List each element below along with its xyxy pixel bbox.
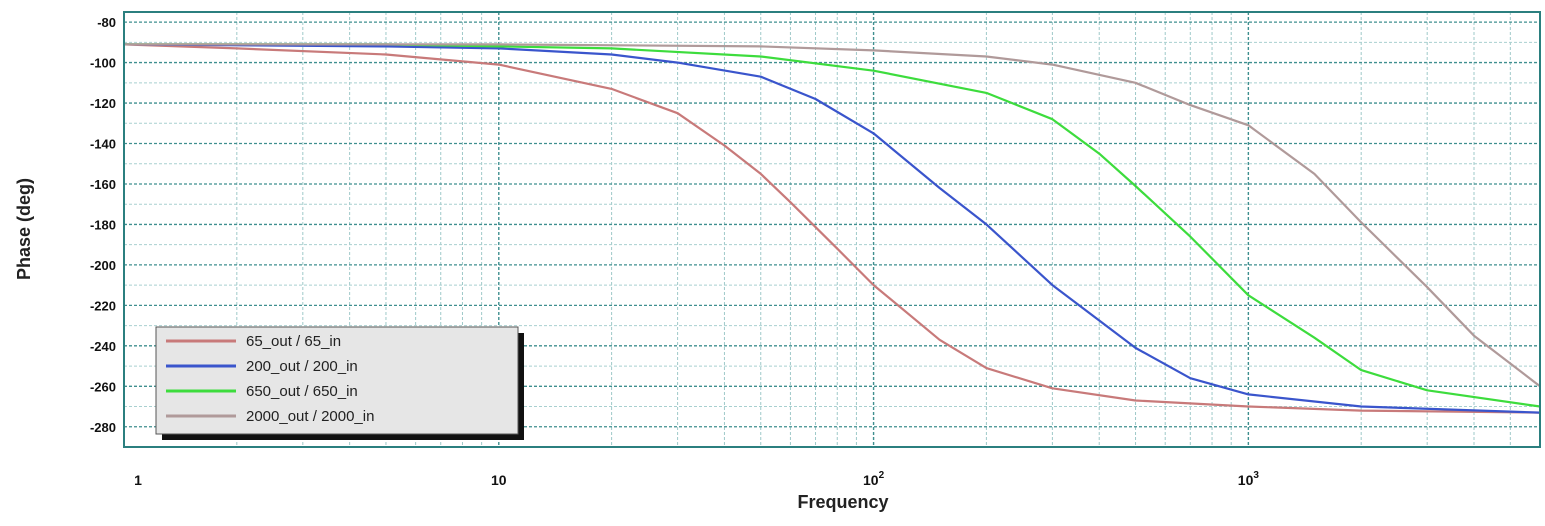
y-axis-title: Phase (deg) — [14, 178, 34, 280]
legend-label: 65_out / 65_in — [246, 333, 341, 350]
y-tick-label: -260 — [90, 379, 116, 394]
x-tick-label: 103 — [1238, 470, 1260, 488]
legend-label: 650_out / 650_in — [246, 383, 358, 400]
y-tick-label: -80 — [97, 15, 116, 30]
y-tick-label: -280 — [90, 420, 116, 435]
y-tick-labels: -80 -100 -120 -140 -160 -180 -200 -220 -240 -260 -… — [90, 15, 116, 435]
y-tick-label: -180 — [90, 217, 116, 232]
legend-label: 2000_out / 2000_in — [246, 408, 374, 425]
grid-lines — [124, 12, 1541, 447]
y-tick-label: -120 — [90, 96, 116, 111]
x-axis-title: Frequency — [797, 492, 888, 512]
series-line — [123, 43, 1541, 414]
y-tick-label: -240 — [90, 339, 116, 354]
y-tick-label: -220 — [90, 298, 116, 313]
series-line — [124, 43, 1541, 388]
legend-label: 200_out / 200_in — [246, 358, 358, 375]
legend: 65_out / 65_in 200_out / 200_in 650_out / … — [155, 326, 524, 440]
x-tick-exponent: 2 — [879, 470, 885, 481]
y-tick-label: -200 — [90, 258, 116, 273]
series-line — [124, 43, 1541, 408]
x-tick-label: 102 — [863, 470, 885, 488]
plot-frame — [123, 11, 1541, 448]
x-tick-label: 10 — [491, 472, 507, 488]
x-tick-label: 1 — [134, 472, 142, 488]
y-tick-label: -100 — [90, 56, 116, 71]
y-tick-label: -160 — [90, 177, 116, 192]
series-line — [123, 43, 1541, 414]
series-lines — [123, 43, 1541, 414]
x-tick-exponent: 3 — [1253, 470, 1259, 481]
x-tick-labels: 1 10 102 103 — [134, 470, 1259, 488]
y-tick-label: -140 — [90, 137, 116, 152]
